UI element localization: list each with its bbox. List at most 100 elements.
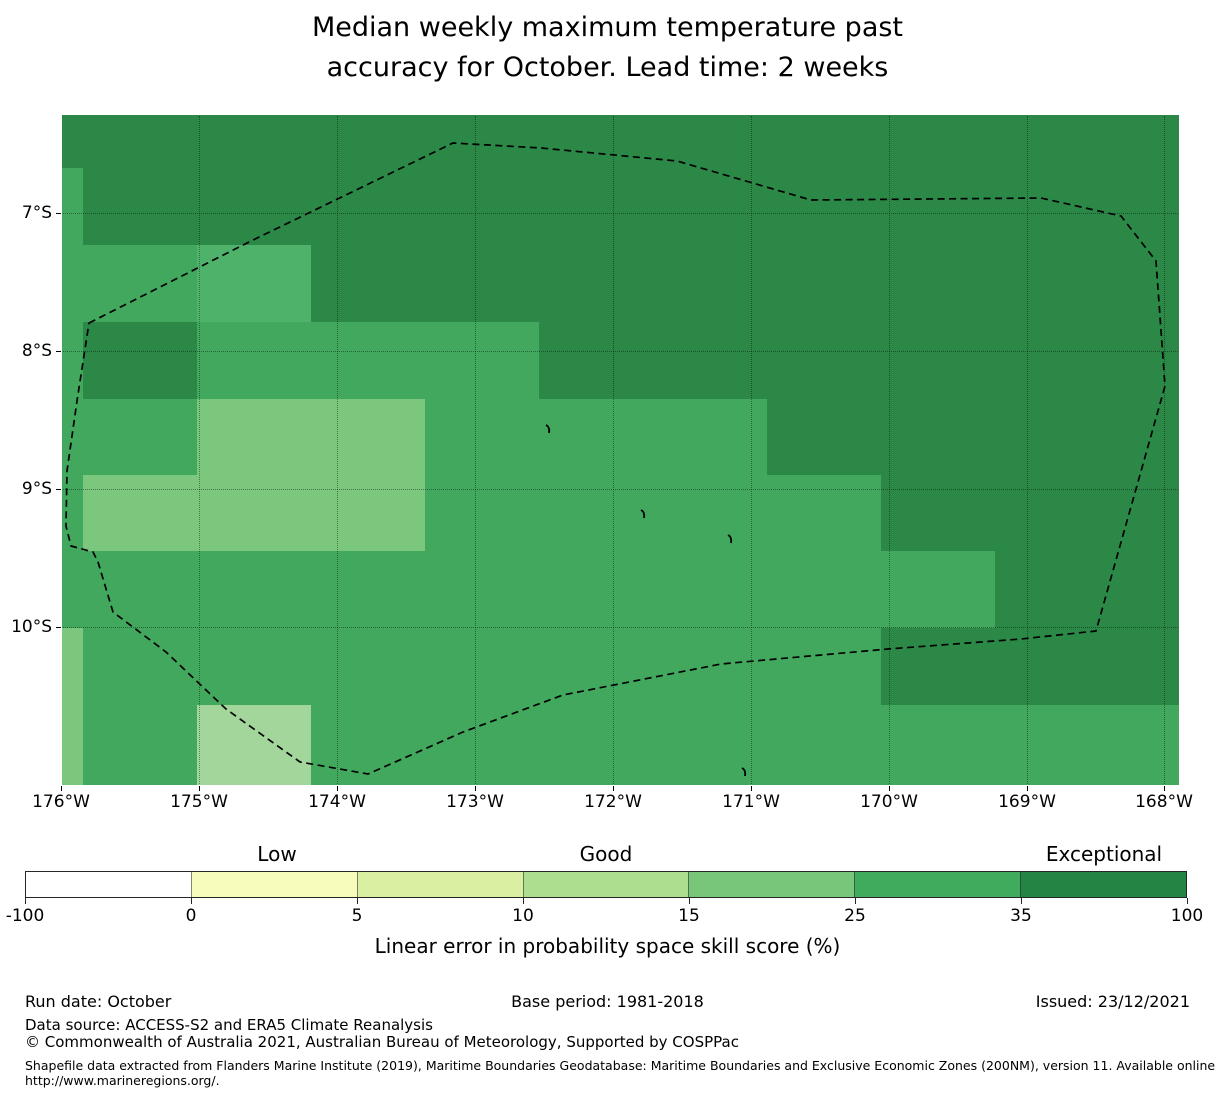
colorbar-segment: [190, 872, 357, 897]
longitude-gridline: [1164, 116, 1165, 784]
map-cell: [311, 705, 1179, 785]
latitude-gridline: [63, 627, 1178, 628]
longitude-gridline: [199, 116, 200, 784]
x-tick-label: 176°W: [32, 792, 90, 812]
x-tick-mark: [199, 786, 200, 791]
map-cell: [767, 399, 1179, 475]
y-tick-label: 7°S: [21, 203, 52, 223]
colorbar-tick-label: 10: [512, 906, 534, 926]
x-tick-mark: [1164, 786, 1165, 791]
colorbar-tick-mark: [357, 898, 358, 904]
chart-title-line1: Median weekly maximum temperature past: [311, 12, 904, 43]
longitude-gridline: [1027, 116, 1028, 784]
colorbar-segment: [522, 872, 689, 897]
map-cell: [83, 322, 197, 399]
map-cell: [197, 399, 425, 475]
x-tick-mark: [1027, 786, 1028, 791]
x-tick-mark: [613, 786, 614, 791]
colorbar-segment: [356, 872, 523, 897]
map-cell: [881, 628, 1179, 705]
latitude-gridline: [63, 351, 1178, 352]
data-source-text: Data source: ACCESS-S2 and ERA5 Climate …: [25, 1016, 433, 1034]
run-date-text: Run date: October: [25, 992, 172, 1011]
colorbar-axis-label: Linear error in probability space skill …: [374, 934, 841, 958]
colorbar-tick-mark: [855, 898, 856, 904]
x-tick-label: 170°W: [860, 792, 918, 812]
base-period-text: Base period: 1981-2018: [511, 992, 704, 1011]
map-cell: [881, 475, 1179, 551]
map-cell: [311, 245, 1179, 322]
map-cell: [62, 168, 83, 245]
map-cell: [425, 399, 767, 475]
map-cell: [62, 322, 83, 399]
colorbar-segment: [1020, 872, 1187, 897]
colorbar-segment: [688, 872, 855, 897]
map-cell: [197, 245, 311, 322]
longitude-gridline: [337, 116, 338, 784]
map-cell: [62, 475, 83, 551]
y-tick-mark: [56, 351, 61, 352]
y-tick-label: 8°S: [21, 341, 52, 361]
x-tick-mark: [61, 786, 62, 791]
map-cell: [425, 475, 881, 551]
issued-date-text: Issued: 23/12/2021: [1035, 992, 1190, 1011]
x-tick-label: 169°W: [998, 792, 1056, 812]
colorbar-category-label: Good: [579, 842, 633, 866]
map-cell: [62, 115, 1179, 168]
shapefile-note-text: Shapefile data extracted from Flanders M…: [25, 1058, 1215, 1073]
y-tick-label: 10°S: [11, 617, 52, 637]
map-cell: [197, 322, 539, 399]
map-cell: [995, 551, 1179, 628]
map-cell: [83, 475, 425, 551]
colorbar-segment: [854, 872, 1021, 897]
x-tick-label: 171°W: [722, 792, 780, 812]
y-tick-mark: [56, 489, 61, 490]
latitude-gridline: [63, 213, 1178, 214]
map-cell: [62, 399, 197, 475]
x-tick-label: 172°W: [584, 792, 642, 812]
x-tick-mark: [337, 786, 338, 791]
map-cell: [62, 705, 83, 785]
map-area: [62, 115, 1179, 785]
y-tick-mark: [56, 213, 61, 214]
chart-title: Median weekly maximum temperature past a…: [0, 8, 1215, 88]
map-cell: [62, 628, 83, 705]
map-cell: [62, 245, 197, 322]
colorbar-category-label: Exceptional: [1045, 842, 1163, 866]
y-tick-mark: [56, 627, 61, 628]
colorbar-tick-mark: [1021, 898, 1022, 904]
colorbar-tick-mark: [689, 898, 690, 904]
colorbar-tick-label: 100: [1170, 906, 1204, 926]
colorbar-tick-label: 0: [185, 906, 197, 926]
colorbar-tick-mark: [1187, 898, 1188, 904]
map-cell: [197, 705, 311, 785]
longitude-gridline: [751, 116, 752, 784]
map-cell: [539, 322, 1179, 399]
colorbar-category-label: Low: [257, 842, 297, 866]
colorbar-tick-mark: [191, 898, 192, 904]
x-tick-mark: [475, 786, 476, 791]
x-tick-label: 173°W: [446, 792, 504, 812]
latitude-gridline: [63, 489, 1178, 490]
colorbar-tick-label: 5: [351, 906, 363, 926]
map-cell: [83, 168, 1179, 245]
x-tick-label: 175°W: [170, 792, 228, 812]
x-tick-label: 168°W: [1135, 792, 1193, 812]
copyright-text: © Commonwealth of Australia 2021, Austra…: [25, 1033, 739, 1051]
longitude-gridline: [475, 116, 476, 784]
shapefile-url-text: http://www.marineregions.org/.: [25, 1073, 220, 1088]
longitude-gridline: [889, 116, 890, 784]
chart-title-line2: accuracy for October. Lead time: 2 weeks: [326, 52, 889, 83]
map-cell: [83, 628, 881, 705]
colorbar-tick-mark: [523, 898, 524, 904]
colorbar-segment: [26, 872, 191, 897]
x-tick-label: 174°W: [308, 792, 366, 812]
colorbar-tick-mark: [25, 898, 26, 904]
colorbar-tick-label: -100: [5, 906, 45, 926]
colorbar-tick-label: 35: [1010, 906, 1032, 926]
colorbar-tick-label: 25: [844, 906, 866, 926]
colorbar: [25, 871, 1187, 898]
map-cell: [62, 551, 995, 628]
map-cell: [83, 705, 197, 785]
